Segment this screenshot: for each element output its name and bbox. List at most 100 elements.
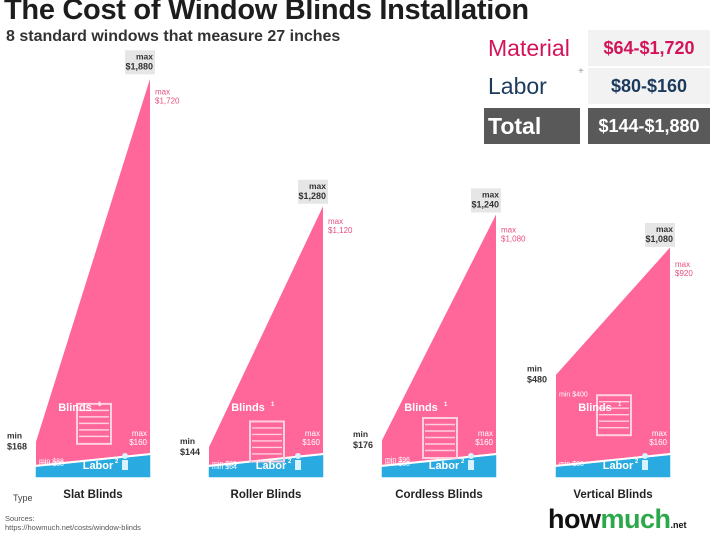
- sources-label: Sources:: [5, 514, 35, 523]
- labor-max-value: $160: [649, 438, 667, 447]
- labor-min-label: min $80: [39, 461, 64, 468]
- total-min-value: $144: [180, 447, 200, 457]
- total-max-value: $1,080: [645, 234, 673, 244]
- blinds-max-value: $920: [675, 269, 693, 278]
- blinds-label: Blinds: [231, 402, 265, 414]
- blinds-min-label: min $88: [39, 459, 64, 466]
- blinds-label: Blinds: [404, 402, 438, 414]
- total-min-value: $176: [353, 440, 373, 450]
- blinds-area: [380, 209, 498, 468]
- total-min-word: min: [353, 429, 368, 439]
- total-max-value: $1,240: [471, 199, 499, 209]
- summary-labor-value: $80-$160: [588, 68, 710, 104]
- separator-line: [34, 453, 152, 467]
- sources-url: https://howmuch.net/costs/window-blinds: [5, 523, 141, 532]
- total-max-value: $1,280: [298, 191, 326, 201]
- labor-footnote-mark: 2: [115, 459, 119, 465]
- plus-sign: +: [578, 66, 584, 77]
- summary-total-label: Total: [484, 108, 580, 144]
- labor-min-label: min $80: [385, 461, 410, 468]
- blinds-area: [207, 201, 325, 468]
- blinds-max-word: max: [155, 87, 170, 96]
- blinds-footnote-mark: 1: [98, 402, 102, 408]
- person-icon: [122, 453, 128, 459]
- category-label: Cordless Blinds: [395, 489, 483, 501]
- labor-max-value: $160: [129, 438, 147, 447]
- labor-label: Labor: [256, 460, 287, 472]
- labor-label: Labor: [83, 460, 114, 472]
- total-max-word: max: [482, 189, 499, 199]
- total-max-word: max: [656, 224, 673, 234]
- blinds-label: Blinds: [58, 402, 92, 414]
- summary-material-label: Material: [488, 35, 570, 61]
- labor-label: Labor: [429, 460, 460, 472]
- separator-line: [380, 453, 498, 467]
- labor-footnote-mark: 2: [635, 459, 639, 465]
- labor-min-label: min $80: [212, 461, 237, 468]
- logo-part-net: .net: [670, 520, 687, 530]
- person-body-icon: [468, 460, 474, 470]
- logo-part-how: how: [548, 504, 601, 534]
- blinds-area: [34, 72, 152, 468]
- person-icon: [642, 453, 648, 459]
- summary-labor-row: Labor $80-$160: [484, 68, 714, 104]
- blinds-footnote-mark: 1: [444, 402, 448, 408]
- total-max-word: max: [309, 181, 326, 191]
- labor-max-value: $160: [475, 438, 493, 447]
- page-subtitle: 8 standard windows that measure 27 inche…: [6, 28, 341, 45]
- blinds-min-label: min $400: [559, 391, 588, 398]
- cost-summary: Material $64-$1,720 + Labor $80-$160 Tot…: [484, 30, 714, 150]
- window-blind-icon: [596, 394, 632, 437]
- person-body-icon: [295, 460, 301, 470]
- sources-note: Sources: https://howmuch.net/costs/windo…: [5, 514, 141, 532]
- page-title: The Cost of Window Blinds Installation: [4, 0, 529, 26]
- blinds-max-word: max: [675, 260, 690, 269]
- labor-label: Labor: [603, 460, 634, 472]
- summary-material-value: $64-$1,720: [588, 30, 710, 66]
- category-label: Vertical Blinds: [573, 489, 652, 501]
- separator-line: [207, 453, 325, 467]
- blinds-max-word: max: [328, 217, 343, 226]
- howmuch-logo: howmuch.net: [548, 504, 687, 535]
- labor-footnote-mark: 2: [461, 459, 465, 465]
- labor-max-word: max: [652, 429, 667, 438]
- summary-total-value: $144-$1,880: [588, 108, 710, 144]
- total-max-box: [471, 188, 501, 213]
- total-max-box: [125, 50, 155, 75]
- labor-footnote-mark: 2: [288, 459, 292, 465]
- blinds-footnote-mark: 1: [618, 402, 622, 408]
- blinds-label: Blinds: [578, 402, 612, 414]
- total-min-word: min: [7, 431, 22, 441]
- summary-labor-label: Labor: [488, 73, 547, 99]
- person-body-icon: [642, 460, 648, 470]
- total-max-value: $1,880: [125, 61, 153, 71]
- total-min-word: min: [527, 363, 542, 373]
- total-min-value: $168: [7, 442, 27, 452]
- separator-line: [554, 453, 672, 467]
- blinds-max-word: max: [501, 225, 516, 234]
- person-icon: [468, 453, 474, 459]
- summary-total-row: Total $144-$1,880: [484, 108, 714, 144]
- labor-max-word: max: [132, 429, 147, 438]
- labor-max-value: $160: [302, 438, 320, 447]
- category-label: Slat Blinds: [63, 489, 122, 501]
- blinds-max-value: $1,720: [155, 96, 180, 105]
- summary-material-row: Material $64-$1,720: [484, 30, 714, 66]
- blinds-max-value: $1,120: [328, 226, 353, 235]
- blinds-max-value: $1,080: [501, 234, 526, 243]
- labor-min-label: min $80: [559, 461, 584, 468]
- total-max-box: [645, 222, 675, 247]
- person-icon: [295, 453, 301, 459]
- labor-max-word: max: [305, 429, 320, 438]
- logo-part-much: much: [600, 504, 672, 534]
- window-blind-icon: [249, 420, 285, 463]
- category-label: Roller Blinds: [231, 489, 302, 501]
- window-blind-icon: [76, 402, 112, 445]
- blinds-footnote-mark: 1: [271, 402, 275, 408]
- total-max-box: [298, 179, 328, 204]
- window-blind-icon: [422, 417, 458, 460]
- labor-max-word: max: [478, 429, 493, 438]
- total-min-value: $480: [527, 374, 547, 384]
- blinds-min-label: min $96: [385, 457, 410, 464]
